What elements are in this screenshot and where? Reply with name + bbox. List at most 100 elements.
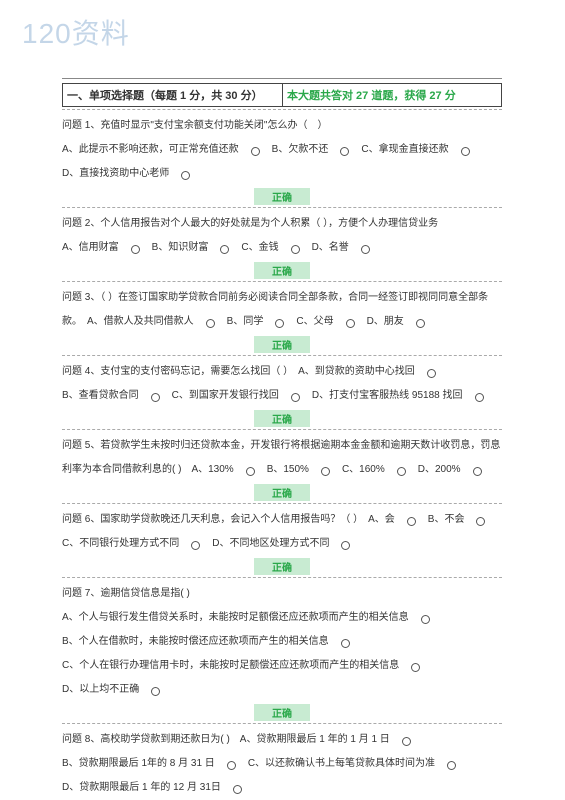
watermark: 120资料 [22, 12, 130, 52]
radio-icon[interactable] [291, 393, 300, 402]
correct-label: 正确 [254, 704, 310, 721]
question-text: 问题 1、充值时显示"支付宝余额支付功能关闭"怎么办（ ） A、此提示不影响还款… [62, 114, 502, 186]
option-label: C、拿现金直接还款 [361, 144, 448, 155]
option-label: D、打支付宝客服热线 95188 找回 [312, 390, 463, 401]
option: D、打支付宝客服热线 95188 找回 [312, 390, 496, 401]
radio-icon[interactable] [427, 369, 436, 378]
option: A、130% [191, 464, 266, 475]
top-rule [62, 78, 502, 79]
radio-icon[interactable] [416, 319, 425, 328]
correct-label: 正确 [254, 262, 310, 279]
correct-badge: 正确 [62, 704, 502, 721]
option: C、个人在银行办理信用卡时，未能按时足额偿还应还款项而产生的相关信息 [62, 660, 432, 671]
radio-icon[interactable] [402, 737, 411, 746]
correct-label: 正确 [254, 558, 310, 575]
option: D、朋友 [367, 316, 437, 327]
option-label: A、信用财富 [62, 242, 119, 253]
option-label: B、知识财富 [152, 242, 209, 253]
radio-icon[interactable] [475, 393, 484, 402]
option: A、会 [368, 514, 428, 525]
option-label: B、查看贷款合同 [62, 390, 139, 401]
page-content: 一、单项选择题（每题 1 分，共 30 分） 本大题共答对 27 道题，获得 2… [62, 78, 502, 800]
radio-icon[interactable] [340, 147, 349, 156]
radio-icon[interactable] [473, 467, 482, 476]
option-label: C、不同银行处理方式不同 [62, 538, 179, 549]
radio-icon[interactable] [151, 687, 160, 696]
radio-icon[interactable] [476, 517, 485, 526]
question-text: 问题 7、逾期信贷信息是指( ) A、个人与银行发生借贷关系时，未能按时足额偿还… [62, 582, 502, 702]
option-label: D、名誉 [312, 242, 349, 253]
option-label: A、会 [368, 514, 395, 525]
radio-icon[interactable] [341, 541, 350, 550]
option: C、拿现金直接还款 [361, 144, 481, 155]
radio-icon[interactable] [397, 467, 406, 476]
correct-label: 正确 [254, 484, 310, 501]
option: B、150% [267, 464, 342, 475]
option-label: B、欠款不还 [272, 144, 329, 155]
option-label: C、个人在银行办理信用卡时，未能按时足额偿还应还款项而产生的相关信息 [62, 660, 399, 671]
radio-icon[interactable] [251, 147, 260, 156]
radio-icon[interactable] [191, 541, 200, 550]
option-label: D、贷款期限最后 1 年的 12 月 31日 [62, 782, 221, 793]
radio-icon[interactable] [131, 245, 140, 254]
radio-icon[interactable] [291, 245, 300, 254]
radio-icon[interactable] [206, 319, 215, 328]
option-label: C、父母 [296, 316, 333, 327]
question-block: 问题 5、若贷款学生未按时归还贷款本金，开发银行将根据逾期本金金额和逾期天数计收… [62, 429, 502, 501]
option: C、160% [342, 464, 418, 475]
radio-icon[interactable] [151, 393, 160, 402]
option: A、到贷款的资助中心找回 [298, 366, 448, 377]
question-stem: 问题 7、逾期信贷信息是指( ) [62, 588, 200, 599]
option-label: A、个人与银行发生借贷关系时，未能按时足额偿还应还款项而产生的相关信息 [62, 612, 409, 623]
question-text: 问题 4、支付宝的支付密码忘记，需要怎么找回（ ） A、到贷款的资助中心找回 B… [62, 360, 502, 408]
option-label: C、金钱 [241, 242, 278, 253]
option-label: A、到贷款的资助中心找回 [298, 366, 415, 377]
section-score: 本大题共答对 27 道题，获得 27 分 [283, 84, 501, 106]
correct-badge: 正确 [62, 336, 502, 353]
correct-label: 正确 [254, 336, 310, 353]
radio-icon[interactable] [411, 663, 420, 672]
question-text: 问题 3、（ ）在签订国家助学贷款合同前务必阅读合同全部条款，合同一经签订即视同… [62, 286, 502, 334]
correct-label: 正确 [254, 410, 310, 427]
radio-icon[interactable] [220, 245, 229, 254]
radio-icon[interactable] [181, 171, 190, 180]
correct-badge: 正确 [62, 410, 502, 427]
correct-badge: 正确 [62, 262, 502, 279]
radio-icon[interactable] [361, 245, 370, 254]
question-block: 问题 8、高校助学贷款到期还款日为( ) A、贷款期限最后 1 年的 1 月 1… [62, 723, 502, 800]
radio-icon[interactable] [346, 319, 355, 328]
radio-icon[interactable] [407, 517, 416, 526]
option: D、直接找资助中心老师 [62, 168, 202, 179]
question-stem: 问题 4、支付宝的支付密码忘记，需要怎么找回（ ） [62, 366, 298, 377]
option: A、贷款期限最后 1 年的 1 月 1 日 [240, 734, 423, 745]
option: A、借款人及共同借款人 [87, 316, 227, 327]
radio-icon[interactable] [246, 467, 255, 476]
option-label: D、直接找资助中心老师 [62, 168, 169, 179]
option: C、金钱 [241, 242, 311, 253]
radio-icon[interactable] [461, 147, 470, 156]
option-label: D、不同地区处理方式不同 [212, 538, 329, 549]
radio-icon[interactable] [227, 761, 236, 770]
question-block: 问题 3、（ ）在签订国家助学贷款合同前务必阅读合同全部条款，合同一经签订即视同… [62, 281, 502, 353]
option: B、个人在借款时，未能按时偿还应还款项而产生的相关信息 [62, 636, 362, 647]
question-text: 问题 6、国家助学贷款晚还几天利息，会记入个人信用报告吗？（ ） A、会 B、不… [62, 508, 502, 556]
question-block: 问题 4、支付宝的支付密码忘记，需要怎么找回（ ） A、到贷款的资助中心找回 B… [62, 355, 502, 427]
option: C、以还款确认书上每笔贷款具体时间为准 [248, 758, 468, 769]
option-label: B、个人在借款时，未能按时偿还应还款项而产生的相关信息 [62, 636, 329, 647]
radio-icon[interactable] [421, 615, 430, 624]
correct-badge: 正确 [62, 188, 502, 205]
option-label: A、130% [191, 464, 233, 475]
radio-icon[interactable] [447, 761, 456, 770]
radio-icon[interactable] [233, 785, 242, 794]
option: B、查看贷款合同 [62, 390, 172, 401]
radio-icon[interactable] [275, 319, 284, 328]
radio-icon[interactable] [341, 639, 350, 648]
option-label: C、到国家开发银行找回 [172, 390, 279, 401]
option-label: B、150% [267, 464, 309, 475]
option: A、信用财富 [62, 242, 152, 253]
radio-icon[interactable] [321, 467, 330, 476]
option: A、个人与银行发生借贷关系时，未能按时足额偿还应还款项而产生的相关信息 [62, 612, 442, 623]
option: C、到国家开发银行找回 [172, 390, 312, 401]
option-label: C、以还款确认书上每笔贷款具体时间为准 [248, 758, 435, 769]
option-label: D、以上均不正确 [62, 684, 139, 695]
